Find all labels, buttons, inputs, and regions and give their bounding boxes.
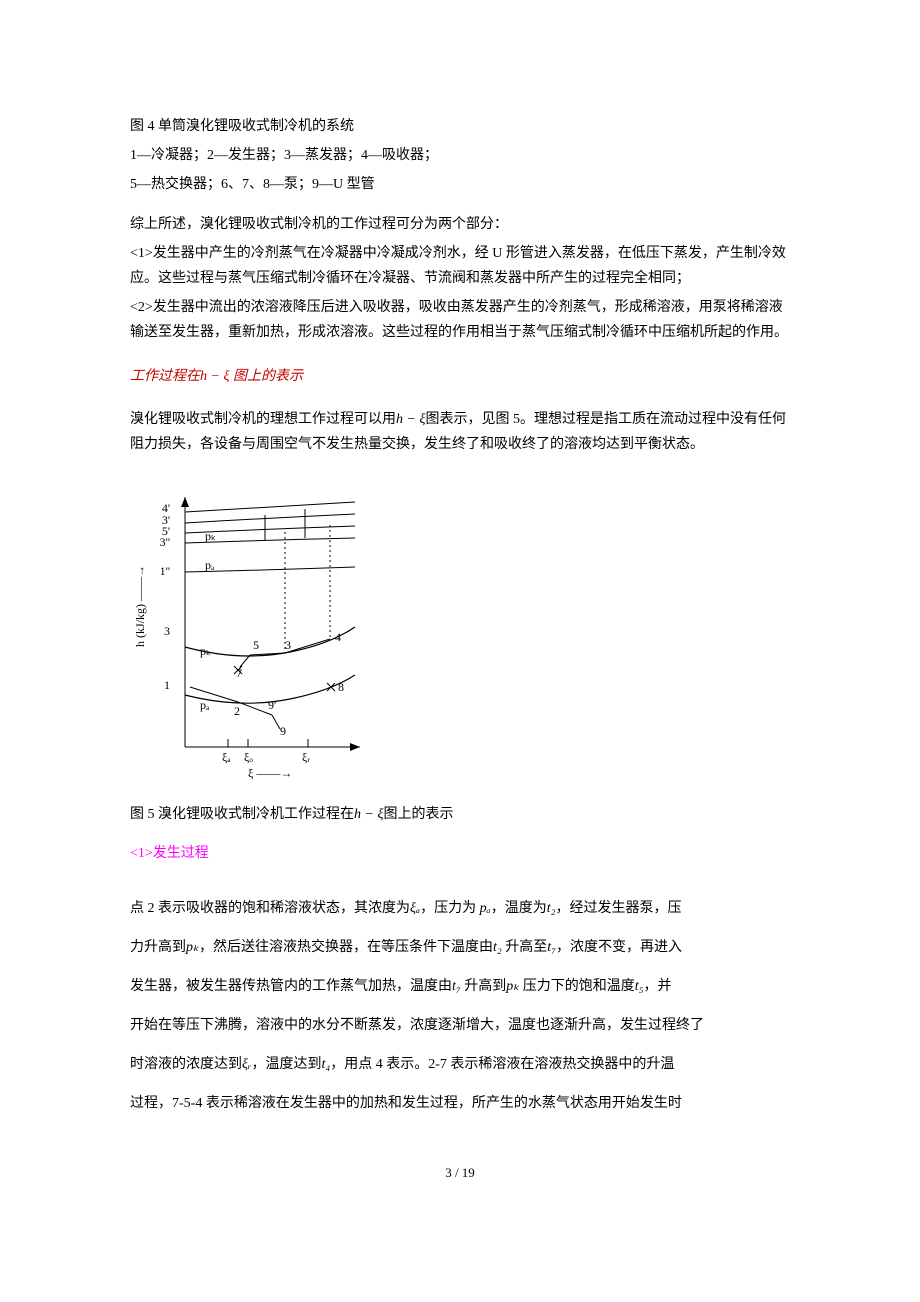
s2c: 升高至 (502, 940, 548, 955)
proc-line4: 开始在等压下沸腾，溶液中的水分不断蒸发，浓度逐渐增大，温度也逐渐升高，发生过程终… (130, 1008, 790, 1043)
heading1-pre: 工作过程在 (130, 369, 200, 384)
figure-5: 4' 3' 5' 3'' pₖ 1'' pₐ 3 pₖ 5 3 4 7 1 8 … (130, 477, 790, 796)
v-pk: pₖ (186, 940, 199, 955)
page-footer: 3 / 19 (130, 1161, 790, 1184)
summary-p1: <1>发生器中产生的冷剂蒸气在冷凝器中冷凝成冷剂水，经 U 形管进入蒸发器，在低… (130, 241, 790, 291)
s2d: ，浓度不变，再进入 (556, 940, 682, 955)
desc1-formula: h − ξ (396, 412, 425, 427)
lbl-9p: 9' (268, 698, 276, 712)
lbl-ea: ξₐ (222, 750, 231, 764)
lbl-pa-top: pₐ (205, 558, 215, 572)
desc1-pre: 溴化锂吸收式制冷机的理想工作过程可以用 (130, 412, 396, 427)
lbl-pk-top: pₖ (205, 529, 216, 543)
heading-work-process: 工作过程在h − ξ 图上的表示 (130, 364, 790, 389)
s3c: 压力下的饱和温度 (519, 979, 635, 994)
proc-line2: 力升高到pₖ，然后送往溶液热交换器，在等压条件下温度由t₂ 升高至t₇，浓度不变… (130, 930, 790, 965)
s2a: 力升高到 (130, 940, 186, 955)
lbl-pk-bot: pₖ (200, 644, 211, 658)
v-pa: pₐ (480, 901, 491, 916)
s1b: ，压力为 (420, 901, 480, 916)
fig4-caption: 图 4 单筒溴化锂吸收式制冷机的系统 (130, 114, 790, 139)
summary-p2: <2>发生器中流出的浓溶液降压后进入吸收器，吸收由蒸发器产生的冷剂蒸气，形成稀溶… (130, 295, 790, 345)
lbl-x-axis: ξ ——→ (248, 766, 292, 780)
lbl-9: 9 (280, 724, 286, 738)
summary-intro: 综上所述，溴化锂吸收式制冷机的工作过程可分为两个部分： (130, 212, 790, 237)
v-t2b: t₂ (493, 940, 502, 955)
h-xi-diagram: 4' 3' 5' 3'' pₖ 1'' pₐ 3 pₖ 5 3 4 7 1 8 … (130, 477, 390, 787)
v-xia: ξₐ (410, 901, 420, 916)
fig5-cap-formula: h − ξ (354, 807, 383, 822)
s3d: ，并 (644, 979, 672, 994)
lbl-5: 5 (253, 638, 259, 652)
lbl-3-left: 3 (164, 624, 170, 638)
s3a: 发生器，被发生器传热管内的工作蒸气加热，温度由 (130, 979, 452, 994)
fig5-caption: 图 5 溴化锂吸收式制冷机工作过程在h − ξ图上的表示 (130, 802, 790, 827)
s1a: 点 2 表示吸收器的饱和稀溶液状态，其浓度为 (130, 901, 410, 916)
fig4-legend-2: 5—热交换器；6、7、8—泵；9—U 型管 (130, 172, 790, 197)
lbl-pa-bot: pₐ (200, 698, 210, 712)
v-t4: t₄ (321, 1057, 330, 1072)
proc-line6: 过程，7-5-4 表示稀溶液在发生器中的加热和发生过程，所产生的水蒸气状态用开始… (130, 1086, 790, 1121)
lbl-er: ξᵣ (302, 750, 310, 764)
lbl-1: 1 (164, 678, 170, 692)
desc1: 溴化锂吸收式制冷机的理想工作过程可以用h − ξ图表示，见图 5。理想过程是指工… (130, 407, 790, 457)
proc-line1: 点 2 表示吸收器的饱和稀溶液状态，其浓度为ξₐ，压力为 pₐ，温度为t₂，经过… (130, 891, 790, 926)
v-t7: t₇ (547, 940, 556, 955)
lbl-eo: ξₒ (244, 750, 253, 764)
fig4-legend-1: 1—冷凝器；2—发生器；3—蒸发器；4—吸收器； (130, 143, 790, 168)
s1d: ，经过发生器泵，压 (555, 901, 681, 916)
lbl-3-node: 3 (285, 638, 291, 652)
fig5-cap-post: 图上的表示 (383, 807, 453, 822)
heading-generation: <1>发生过程 (130, 841, 790, 866)
s2b: ，然后送往溶液热交换器，在等压条件下温度由 (199, 940, 493, 955)
lbl-y-axis: h (kJ/kg) ——→ (133, 565, 147, 647)
fig5-cap-pre: 图 5 溴化锂吸收式制冷机工作过程在 (130, 807, 354, 822)
lbl-1pp: 1'' (160, 564, 170, 578)
lbl-4: 4 (335, 630, 341, 644)
v-t5: t₅ (635, 979, 644, 994)
s3b: 升高到 (461, 979, 507, 994)
proc-line3: 发生器，被发生器传热管内的工作蒸气加热，温度由t₇ 升高到pₖ 压力下的饱和温度… (130, 969, 790, 1004)
s5a: 时溶液的浓度达到 (130, 1057, 242, 1072)
lbl-3pp: 3'' (160, 535, 170, 549)
v-t7b: t₇ (452, 979, 461, 994)
v-pk2: pₖ (506, 979, 519, 994)
lbl-2: 2 (234, 704, 240, 718)
s5b: ，温度达到 (251, 1057, 321, 1072)
heading1-formula: h − ξ (200, 369, 229, 384)
lbl-8: 8 (338, 680, 344, 694)
s1c: ，温度为 (491, 901, 547, 916)
proc-line5: 时溶液的浓度达到ξᵣ，温度达到t₄，用点 4 表示。2-7 表示稀溶液在溶液热交… (130, 1047, 790, 1082)
s5c: ，用点 4 表示。2-7 表示稀溶液在溶液热交换器中的升温 (330, 1057, 674, 1072)
heading1-post: 图上的表示 (229, 369, 303, 384)
